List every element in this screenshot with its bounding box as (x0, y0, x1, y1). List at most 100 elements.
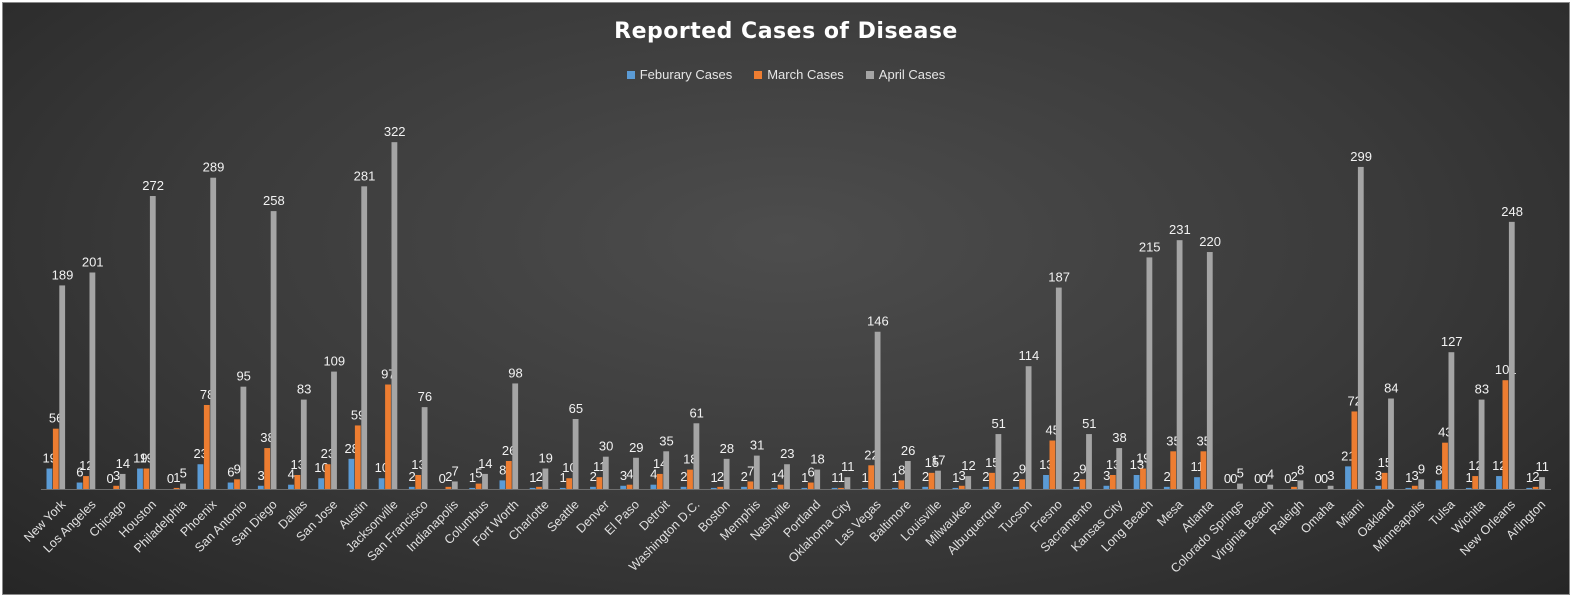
bar-san-antonio-s1 (234, 479, 240, 489)
bar-los-angeles-s2 (89, 272, 96, 489)
data-label-detroit-s2: 35 (659, 433, 673, 448)
bar-el-paso-s1 (626, 484, 633, 489)
bar-fresno-s2 (1055, 287, 1062, 489)
legend-swatch-march (754, 70, 763, 79)
bar-austin-s1 (354, 425, 361, 489)
data-label-houston-s0: 19 (133, 451, 147, 466)
bar-miami-s1 (1351, 411, 1358, 489)
data-label-raleigh-s1: 2 (1291, 469, 1298, 484)
bar-boston-s0 (710, 487, 717, 489)
bar-portland-s2 (814, 469, 821, 489)
bar-philadelphia-s1 (173, 487, 180, 489)
data-label-arlington-s2: 11 (1536, 459, 1550, 474)
data-label-tucson-s1: 9 (1019, 461, 1026, 476)
legend-swatch-feburary (626, 70, 635, 79)
data-label-arlington-s0: 1 (1526, 470, 1533, 485)
data-label-louisville-s0: 2 (922, 469, 929, 484)
bar-oklahoma-city-s1 (838, 487, 844, 489)
bar-washington-d-c--s1 (687, 469, 693, 489)
bar-sacramento-s0 (1073, 486, 1080, 489)
data-label-dallas-s2: 83 (297, 382, 311, 397)
bar-houston-s2 (149, 196, 156, 489)
data-label-chicago-s2: 14 (116, 456, 130, 471)
bar-las-vegas-s2 (874, 331, 881, 489)
data-label-oklahoma-city-s0: 1 (831, 470, 838, 485)
bar-new-york-s2 (59, 285, 66, 489)
data-label-louisville-s2: 17 (931, 453, 945, 468)
bar-wichita-s1 (1472, 476, 1479, 489)
data-label-seattle-s2: 65 (569, 401, 583, 416)
data-label-colorado-springs-s0: 0 (1224, 471, 1231, 486)
data-label-portland-s2: 18 (810, 452, 824, 467)
data-label-washington-d-c--s2: 61 (689, 405, 703, 420)
bar-washington-d-c--s0 (680, 486, 687, 489)
data-label-san-francisco-s0: 2 (408, 469, 415, 484)
bar-los-angeles-s0 (76, 482, 83, 489)
data-label-san-diego-s0: 3 (257, 468, 264, 483)
data-label-houston-s2: 272 (142, 178, 164, 193)
data-label-baltimore-s1: 8 (898, 462, 905, 477)
data-label-el-paso-s2: 29 (629, 440, 643, 455)
bar-san-jose-s0 (318, 478, 325, 489)
data-label-milwaukee-s2: 12 (961, 458, 975, 473)
bar-tulsa-s1 (1442, 442, 1448, 489)
bar-tucson-s0 (1012, 486, 1019, 489)
bar-minneapolis-s2 (1418, 479, 1425, 489)
bar-las-vegas-s0 (861, 487, 868, 489)
bar-indianapolis-s1 (445, 486, 452, 489)
bar-fort-worth-s2 (512, 383, 519, 489)
data-label-virginia-beach-s2: 4 (1267, 467, 1274, 482)
bar-nashville-s0 (771, 487, 778, 489)
bar-albuquerque-s2 (995, 434, 1002, 489)
bar-wichita-s0 (1465, 487, 1472, 489)
data-label-mesa-s2: 231 (1169, 222, 1191, 237)
legend: Feburary Cases March Cases April Cases (3, 67, 1569, 82)
bar-san-antonio-s0 (227, 482, 234, 489)
data-label-long-beach-s0: 13 (1130, 457, 1144, 472)
bar-phoenix-s0 (197, 464, 204, 489)
bar-fort-worth-s1 (505, 460, 512, 489)
data-label-denver-s0: 2 (590, 469, 597, 484)
bar-nashville-s2 (784, 464, 790, 489)
bar-oakland-s0 (1375, 485, 1382, 489)
data-label-san-antonio-s0: 6 (227, 465, 234, 480)
bar-houston-s1 (143, 468, 150, 489)
data-label-jacksonville-s2: 322 (384, 124, 406, 139)
bar-nashville-s1 (777, 484, 784, 489)
data-label-sacramento-s1: 9 (1079, 461, 1086, 476)
data-label-los-angeles-s0: 6 (76, 465, 83, 480)
bar-kansas-city-s1 (1109, 475, 1116, 489)
bar-sacramento-s2 (1086, 434, 1092, 489)
bar-kansas-city-s2 (1116, 448, 1123, 489)
data-label-colorado-springs-s1: 0 (1230, 471, 1237, 486)
data-label-detroit-s0: 4 (650, 467, 657, 482)
bar-new-york-s1 (52, 428, 59, 489)
bar-oakland-s1 (1381, 472, 1388, 489)
data-label-charlotte-s0: 1 (529, 470, 536, 485)
data-label-san-diego-s2: 258 (263, 193, 285, 208)
bar-el-paso-s2 (633, 457, 639, 489)
data-label-new-orleans-s2: 248 (1501, 204, 1523, 219)
bar-atlanta-s1 (1200, 451, 1207, 489)
data-label-memphis-s2: 31 (750, 438, 764, 453)
bar-long-beach-s0 (1133, 475, 1140, 489)
data-label-chicago-s0: 0 (106, 471, 113, 486)
data-label-seattle-s0: 1 (559, 470, 566, 485)
data-label-nashville-s0: 1 (771, 470, 778, 485)
data-label-boston-s1: 2 (717, 469, 724, 484)
bar-raleigh-s2 (1297, 480, 1304, 489)
data-label-kansas-city-s0: 3 (1103, 468, 1110, 483)
data-label-austin-s2: 281 (354, 168, 376, 183)
data-label-boston-s2: 28 (720, 441, 734, 456)
category-label-tucson: Tucson (996, 497, 1035, 536)
bar-minneapolis-s1 (1411, 485, 1418, 489)
bar-tucson-s2 (1025, 366, 1032, 489)
legend-item-april: April Cases (865, 67, 945, 82)
bar-austin-s0 (348, 458, 355, 489)
bar-dallas-s1 (294, 475, 301, 489)
data-label-miami-s2: 299 (1350, 149, 1372, 164)
bar-charlotte-s1 (536, 486, 542, 489)
data-label-oklahoma-city-s1: 1 (838, 470, 845, 485)
